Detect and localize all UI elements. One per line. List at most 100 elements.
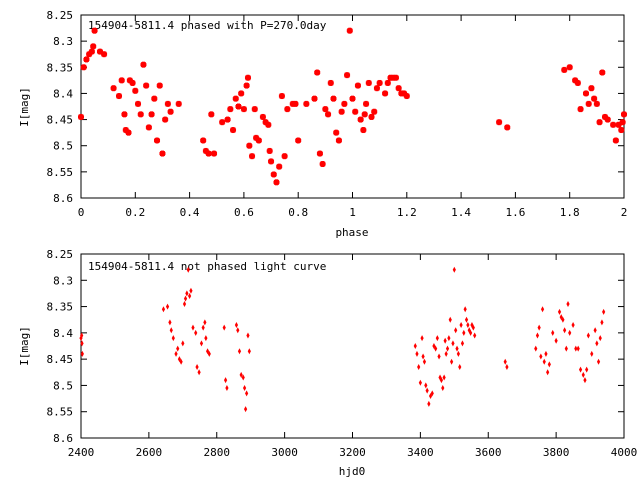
data-point <box>208 111 215 118</box>
data-point <box>595 340 599 347</box>
x-tick-label: 2400 <box>68 446 95 459</box>
data-point <box>276 163 283 170</box>
data-point <box>395 85 402 92</box>
chart-title: 154904-5811.4 phased with P=270.0day <box>88 19 327 32</box>
data-point <box>455 345 459 352</box>
data-point <box>537 324 541 331</box>
data-point <box>174 350 178 357</box>
data-point <box>349 95 356 102</box>
data-point <box>88 48 95 55</box>
data-point <box>244 74 251 81</box>
data-point <box>442 374 446 381</box>
x-tick-label: 0.4 <box>180 206 200 219</box>
data-point <box>246 142 253 149</box>
unphased-light-curve-panel: 154904-5811.4 not phased light curve hjd… <box>18 248 637 478</box>
data-point <box>219 119 226 126</box>
data-point <box>473 332 477 339</box>
data-point <box>201 324 205 331</box>
data-points <box>79 266 606 413</box>
x-tick-label: 3000 <box>271 446 298 459</box>
data-point <box>278 93 285 100</box>
data-point <box>239 371 243 378</box>
data-point <box>79 335 83 342</box>
data-point <box>145 124 152 131</box>
data-point <box>338 108 345 115</box>
data-point <box>223 377 228 384</box>
data-point <box>322 106 329 113</box>
data-point <box>211 150 218 157</box>
data-point <box>563 327 567 334</box>
x-tick-label: 0.6 <box>234 206 254 219</box>
data-point <box>253 134 260 141</box>
data-point <box>232 95 239 102</box>
y-tick-label: 8.4 <box>53 87 73 100</box>
data-point <box>460 340 465 347</box>
chart-title: 154904-5811.4 not phased light curve <box>88 260 326 273</box>
data-point <box>292 100 299 107</box>
data-point <box>435 335 439 342</box>
data-point <box>591 95 598 102</box>
data-point <box>546 369 550 376</box>
data-point <box>165 303 170 310</box>
data-point <box>557 308 562 315</box>
data-point <box>80 340 84 347</box>
x-tick-label: 3800 <box>543 446 570 459</box>
data-point <box>116 93 123 100</box>
data-point <box>140 61 147 68</box>
data-point <box>175 100 182 107</box>
x-tick-label: 0 <box>78 206 85 219</box>
data-point <box>80 64 87 71</box>
data-point <box>182 300 187 307</box>
data-point <box>469 329 473 336</box>
data-point <box>188 293 192 300</box>
data-point <box>169 327 173 334</box>
x-tick-label: 0.8 <box>288 206 308 219</box>
data-point <box>205 150 212 157</box>
data-point <box>464 316 469 323</box>
data-point <box>621 111 627 118</box>
data-point <box>266 147 273 154</box>
data-point <box>401 90 408 97</box>
data-point <box>588 85 595 92</box>
data-point <box>245 390 249 397</box>
data-point <box>97 48 104 55</box>
data-point <box>83 56 90 63</box>
data-point <box>281 153 288 160</box>
data-point <box>270 171 277 178</box>
x-tick-label: 1.6 <box>505 206 525 219</box>
data-point <box>241 374 245 381</box>
data-point <box>90 43 97 50</box>
data-point <box>420 335 424 342</box>
data-point <box>599 69 606 76</box>
y-tick-label: 8.35 <box>47 301 74 314</box>
data-point <box>222 324 226 331</box>
data-point <box>352 108 359 115</box>
data-point <box>415 350 419 357</box>
data-point <box>199 340 204 347</box>
data-point <box>204 335 208 342</box>
data-point <box>577 106 584 113</box>
data-point <box>284 106 291 113</box>
data-point <box>373 85 380 92</box>
data-point <box>236 327 240 334</box>
data-point <box>427 400 431 407</box>
data-point <box>333 129 340 136</box>
data-point <box>371 108 378 115</box>
data-point <box>255 137 262 144</box>
data-point <box>504 124 511 131</box>
data-point <box>237 348 242 355</box>
data-point <box>449 358 454 365</box>
data-point <box>566 300 570 307</box>
data-point <box>451 340 455 347</box>
data-point <box>547 361 551 368</box>
data-point <box>224 116 231 123</box>
data-point <box>470 321 474 328</box>
data-point <box>439 377 444 384</box>
data-point <box>335 137 342 144</box>
y-tick-label: 8.5 <box>53 140 73 153</box>
data-point <box>445 345 450 352</box>
data-point <box>463 306 467 313</box>
data-point <box>110 85 117 92</box>
data-point <box>203 319 207 326</box>
data-point <box>247 348 251 355</box>
